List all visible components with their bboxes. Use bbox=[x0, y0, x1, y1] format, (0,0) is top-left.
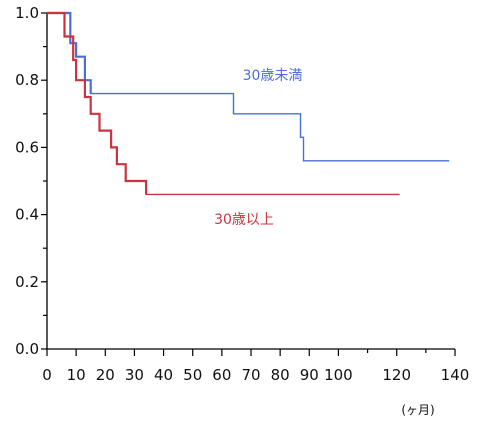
y-tick-label: 0.2 bbox=[15, 273, 39, 291]
x-tick-label: 0 bbox=[42, 366, 52, 384]
labels: 0.0 0.2 0.4 0.6 0.8 1.0 0 10 20 30 40 50 60 70 80 90 100… bbox=[15, 4, 469, 417]
x-tick-label: 30 bbox=[125, 366, 144, 384]
series-lines bbox=[47, 11, 450, 196]
y-tick-label: 1.0 bbox=[15, 4, 39, 22]
x-tick-label: 100 bbox=[324, 366, 353, 384]
series-line-emphasis-1 bbox=[47, 11, 92, 94]
axes bbox=[41, 12, 456, 356]
x-tick-label: 120 bbox=[382, 366, 411, 384]
series-label-2: 30歳以上 bbox=[214, 212, 274, 228]
series-label-1: 30歳未満 bbox=[243, 68, 303, 84]
y-tick-label: 0.8 bbox=[15, 71, 39, 89]
series-line-emphasis-2 bbox=[47, 11, 148, 195]
y-tick-label: 0.6 bbox=[15, 138, 39, 156]
series-line-1 bbox=[47, 12, 450, 162]
x-tick-label: 140 bbox=[441, 366, 470, 384]
x-tick-label: 20 bbox=[96, 366, 115, 384]
x-tick-label: 90 bbox=[300, 366, 319, 384]
series-line-2 bbox=[47, 12, 400, 196]
x-tick-label: 10 bbox=[67, 366, 86, 384]
y-tick-label: 0.4 bbox=[15, 206, 39, 224]
x-axis-unit-label: (ヶ月) bbox=[401, 403, 434, 417]
x-tick-label: 70 bbox=[241, 366, 260, 384]
y-tick-label: 0.0 bbox=[15, 340, 39, 358]
x-tick-label: 40 bbox=[154, 366, 173, 384]
x-tick-label: 80 bbox=[271, 366, 290, 384]
x-tick-label: 50 bbox=[183, 366, 202, 384]
x-tick-label: 60 bbox=[212, 366, 231, 384]
